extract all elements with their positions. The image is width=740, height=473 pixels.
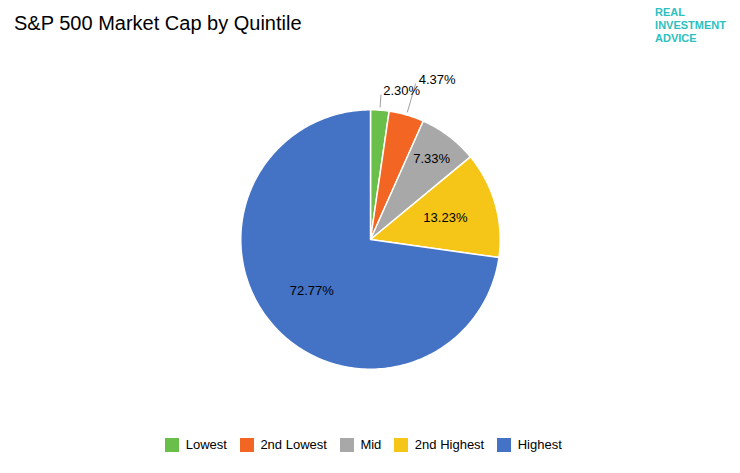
svg-text:72.77%: 72.77% xyxy=(290,283,335,298)
html-text:S&P 500 Market Cap by Quintile: S&P 500 Market Cap by Quintile xyxy=(14,12,302,34)
html-text:INVESTMENT: INVESTMENT xyxy=(655,19,726,31)
svg-text:13.23%: 13.23% xyxy=(423,210,468,225)
html-text:Highest: Highest xyxy=(517,437,562,452)
html-text:Lowest: Lowest xyxy=(185,437,227,452)
svg-text:4.37%: 4.37% xyxy=(419,72,456,87)
html-text:REAL: REAL xyxy=(655,6,685,18)
svg-text:7.33%: 7.33% xyxy=(413,151,450,166)
html-text:2nd Highest: 2nd Highest xyxy=(414,437,485,452)
html-text:ADVICE: ADVICE xyxy=(655,32,697,44)
html-text:Mid: Mid xyxy=(360,437,382,452)
html-text:2nd Lowest: 2nd Lowest xyxy=(260,437,327,452)
svg-text:2.30%: 2.30% xyxy=(383,83,420,98)
